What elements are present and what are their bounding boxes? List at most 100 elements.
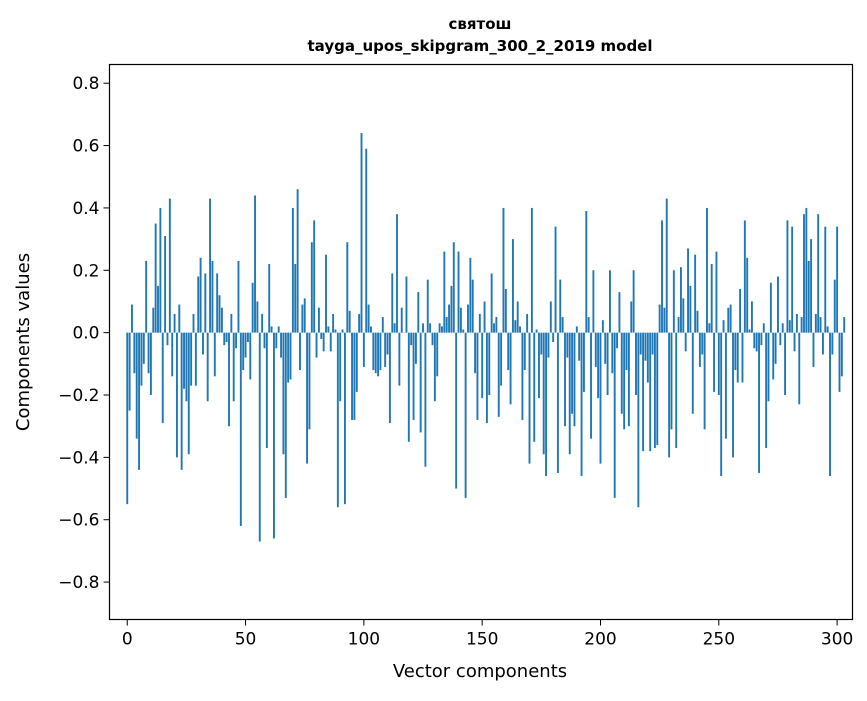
bar-236: [685, 333, 687, 352]
bar-12: [155, 224, 157, 333]
bar-122: [415, 333, 417, 364]
bar-88: [335, 330, 337, 333]
bar-147: [474, 333, 476, 374]
x-tick-label: 100: [348, 630, 380, 650]
bar-283: [796, 314, 798, 333]
bar-47: [238, 261, 240, 333]
bar-0: [126, 333, 128, 504]
bar-65: [280, 333, 282, 358]
bar-190: [576, 326, 578, 332]
bar-158: [500, 333, 502, 386]
bar-142: [462, 330, 464, 333]
bar-113: [394, 323, 396, 332]
bar-169: [526, 314, 528, 333]
bar-178: [547, 333, 549, 358]
bar-223: [654, 333, 656, 448]
bar-81: [318, 308, 320, 333]
bar-259: [739, 289, 741, 333]
bar-48: [240, 333, 242, 526]
bar-124: [420, 333, 422, 433]
bar-24: [183, 333, 185, 389]
bar-108: [382, 317, 384, 333]
bar-71: [294, 264, 296, 333]
bar-244: [704, 333, 706, 430]
bar-299: [834, 280, 836, 333]
bar-273: [772, 333, 774, 380]
bar-263: [749, 330, 751, 333]
bar-148: [477, 333, 479, 420]
bar-127: [427, 280, 429, 333]
bar-102: [368, 305, 370, 333]
bar-277: [782, 323, 784, 332]
bar-292: [817, 214, 819, 332]
bar-72: [297, 189, 299, 332]
bar-134: [443, 252, 445, 333]
bar-137: [450, 286, 452, 333]
bar-114: [396, 214, 398, 332]
bar-54: [254, 195, 256, 332]
bar-289: [810, 239, 812, 333]
bar-269: [763, 323, 765, 332]
bar-83: [323, 333, 325, 352]
bar-257: [734, 333, 736, 370]
bar-286: [803, 214, 805, 332]
bar-235: [682, 298, 684, 332]
bar-145: [469, 258, 471, 333]
bar-30: [197, 277, 199, 333]
bar-184: [562, 317, 564, 333]
bar-136: [448, 305, 450, 333]
bar-202: [604, 333, 606, 364]
y-tick-label: −0.4: [58, 448, 99, 468]
bar-197: [592, 270, 594, 332]
bar-194: [585, 211, 587, 333]
bar-181: [555, 227, 557, 333]
bar-138: [453, 242, 455, 332]
bar-164: [514, 320, 516, 332]
bar-180: [552, 333, 554, 342]
bar-89: [337, 333, 339, 508]
bar-287: [805, 208, 807, 333]
bar-196: [590, 333, 592, 439]
bar-60: [268, 264, 270, 333]
bar-9: [148, 333, 150, 374]
bar-268: [760, 333, 762, 345]
bar-14: [159, 208, 161, 333]
bar-101: [365, 149, 367, 333]
bar-38: [216, 273, 218, 332]
bar-270: [765, 333, 767, 448]
bar-233: [678, 317, 680, 333]
bar-100: [363, 333, 365, 367]
bar-36: [211, 261, 213, 333]
bar-172: [533, 333, 535, 442]
bar-215: [635, 333, 637, 395]
bar-139: [455, 333, 457, 489]
bar-195: [588, 317, 590, 333]
bar-284: [798, 333, 800, 405]
bar-149: [479, 314, 481, 333]
bar-105: [375, 333, 377, 374]
bar-242: [699, 333, 701, 367]
bar-302: [841, 333, 843, 377]
bar-281: [791, 227, 793, 333]
bar-217: [640, 333, 642, 355]
bar-262: [746, 258, 748, 333]
bar-177: [545, 333, 547, 476]
bar-174: [538, 333, 540, 398]
x-tick-label: 150: [466, 630, 498, 650]
y-axis-label: Components values: [13, 253, 34, 431]
bar-291: [815, 314, 817, 333]
x-tick-label: 50: [235, 630, 257, 650]
bar-267: [758, 333, 760, 473]
bar-10: [150, 333, 152, 395]
bar-86: [330, 333, 332, 352]
bar-6: [141, 333, 143, 386]
bar-80: [316, 333, 318, 358]
bar-2: [131, 305, 133, 333]
bar-74: [301, 305, 303, 333]
bar-296: [827, 326, 829, 332]
bar-182: [557, 333, 559, 473]
bar-129: [432, 333, 434, 345]
bar-251: [720, 333, 722, 476]
bar-220: [647, 333, 649, 383]
